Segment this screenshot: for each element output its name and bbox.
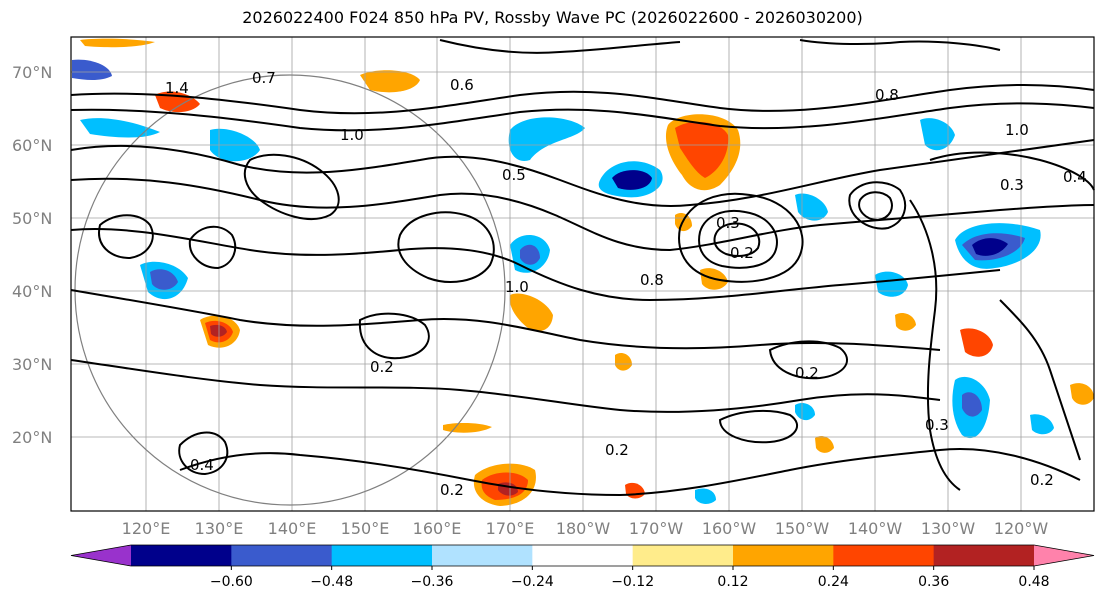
anomaly-positive bbox=[615, 353, 632, 371]
contour-label: 0.2 bbox=[1030, 471, 1054, 489]
anomaly-positive bbox=[509, 293, 553, 332]
lon-label-130e: 130°E bbox=[195, 519, 244, 538]
anomaly-positive bbox=[895, 313, 916, 331]
lon-label-120w: 120°W bbox=[994, 519, 1049, 538]
colorbar: −0.60 −0.48 −0.36 −0.24 −0.12 0.12 0.24 0.36 0.4… bbox=[70, 544, 1095, 590]
contour-label: 0.8 bbox=[875, 86, 899, 104]
contour-label: 0.2 bbox=[440, 481, 464, 499]
colorbar-tick-label: 0.36 bbox=[918, 574, 949, 590]
colorbar-tick-label: −0.60 bbox=[210, 574, 253, 590]
lat-label-30n: 30°N bbox=[12, 355, 52, 374]
colorbar-segment bbox=[632, 545, 734, 566]
contour-label: 0.2 bbox=[605, 441, 629, 459]
contour-label: 0.4 bbox=[190, 456, 214, 474]
colorbar-segment bbox=[131, 545, 232, 566]
contour-label: 0.2 bbox=[795, 364, 819, 382]
anomaly-negative bbox=[80, 118, 160, 138]
colorbar-segment bbox=[331, 545, 433, 566]
contour-label: 0.8 bbox=[640, 271, 664, 289]
anomaly-positive bbox=[210, 324, 227, 337]
pv-contour-labels: 1.4 0.7 1.0 0.6 0.5 0.3 0.2 0.8 0.4 1.0 … bbox=[165, 69, 1087, 499]
contour-label: 0.2 bbox=[730, 244, 754, 262]
lon-label-160e: 160°E bbox=[413, 519, 462, 538]
colorbar-segment bbox=[432, 545, 533, 566]
longitude-labels: 120°E 130°E 140°E 150°E 160°E 170°E 180°… bbox=[122, 519, 1049, 538]
anomaly-positive bbox=[80, 38, 155, 48]
colorbar-tick-label: 0.48 bbox=[1018, 574, 1049, 590]
colorbar-tick-label: −0.12 bbox=[611, 574, 654, 590]
lat-label-60n: 60°N bbox=[12, 136, 52, 155]
anomaly-positive bbox=[960, 328, 993, 357]
anomaly-positive bbox=[1070, 383, 1094, 405]
colorbar-tick-label: 0.12 bbox=[717, 574, 748, 590]
colorbar-tick-label: −0.24 bbox=[511, 574, 554, 590]
lon-label-160w: 160°W bbox=[702, 519, 757, 538]
anomaly-negative bbox=[612, 170, 652, 190]
pv-anomaly-fills-positive bbox=[80, 38, 1094, 506]
lon-label-170e: 170°E bbox=[486, 519, 535, 538]
lon-label-180w: 180°W bbox=[556, 519, 611, 538]
contour-label: 0.7 bbox=[252, 69, 276, 87]
colorbar-segment bbox=[933, 545, 1035, 566]
latitude-labels: 70°N 60°N 50°N 40°N 30°N 20°N bbox=[12, 63, 52, 447]
anomaly-negative bbox=[1030, 414, 1054, 435]
anomaly-positive bbox=[815, 436, 834, 453]
anomaly-negative bbox=[520, 244, 540, 265]
contour-label: 0.2 bbox=[370, 358, 394, 376]
colorbar-extend-low bbox=[71, 545, 131, 566]
anomaly-negative bbox=[508, 117, 585, 161]
colorbar-segment bbox=[231, 545, 333, 566]
lon-label-150w: 150°W bbox=[775, 519, 830, 538]
lat-label-70n: 70°N bbox=[12, 63, 52, 82]
contour-label: 0.4 bbox=[1063, 168, 1087, 186]
colorbar-tick-label: −0.48 bbox=[310, 574, 353, 590]
anomaly-negative bbox=[795, 403, 815, 421]
anomaly-negative bbox=[972, 238, 1008, 256]
colorbar-extend-high bbox=[1034, 545, 1094, 566]
contour-label: 0.6 bbox=[450, 76, 474, 94]
anomaly-negative bbox=[875, 271, 908, 297]
lat-label-20n: 20°N bbox=[12, 428, 52, 447]
anomaly-negative bbox=[962, 392, 982, 417]
anomaly-negative bbox=[150, 269, 178, 290]
contour-label: 1.0 bbox=[340, 126, 364, 144]
anomaly-positive bbox=[443, 422, 492, 433]
contour-label: 0.3 bbox=[925, 416, 949, 434]
lon-label-150e: 150°E bbox=[341, 519, 390, 538]
lon-label-140e: 140°E bbox=[268, 519, 317, 538]
anomaly-positive bbox=[360, 70, 420, 93]
map-title: 2026022400 F024 850 hPa PV, Rossby Wave … bbox=[242, 8, 863, 27]
contour-label: 0.3 bbox=[716, 214, 740, 232]
map-background bbox=[71, 37, 1094, 511]
contour-label: 0.5 bbox=[502, 166, 526, 184]
lon-label-140w: 140°W bbox=[848, 519, 903, 538]
contour-label: 0.3 bbox=[1000, 176, 1024, 194]
contour-label: 1.0 bbox=[1005, 121, 1029, 139]
map-frame bbox=[70, 36, 1095, 512]
colorbar-segment bbox=[833, 545, 935, 566]
lon-label-170w: 170°W bbox=[629, 519, 684, 538]
pv-contours bbox=[70, 39, 1095, 497]
lat-label-50n: 50°N bbox=[12, 209, 52, 228]
anomaly-negative bbox=[72, 59, 112, 80]
colorbar-segment bbox=[532, 545, 634, 566]
lat-label-40n: 40°N bbox=[12, 282, 52, 301]
colorbar-tick-label: −0.36 bbox=[411, 574, 454, 590]
lon-label-120e: 120°E bbox=[122, 519, 171, 538]
colorbar-segment bbox=[733, 545, 834, 566]
anomaly-negative bbox=[695, 488, 716, 504]
anomaly-negative bbox=[920, 118, 955, 151]
lon-label-130w: 130°W bbox=[921, 519, 976, 538]
pv-anomaly-fills bbox=[72, 59, 1054, 504]
map-gridlines bbox=[71, 37, 1094, 511]
contour-label: 1.0 bbox=[505, 278, 529, 296]
colorbar-tick-label: 0.24 bbox=[818, 574, 849, 590]
anomaly-positive bbox=[675, 121, 729, 178]
anomaly-negative bbox=[795, 193, 828, 221]
contour-label: 1.4 bbox=[165, 79, 189, 97]
colorbar-outline bbox=[70, 544, 1095, 567]
